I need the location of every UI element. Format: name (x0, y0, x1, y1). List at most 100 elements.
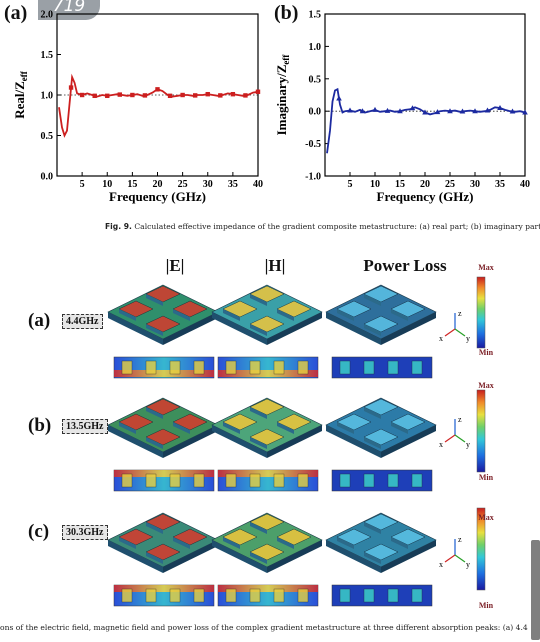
field-map-block-side (250, 407, 267, 419)
series-marker (192, 93, 198, 98)
scrollbar-thumb[interactable] (531, 540, 540, 640)
series-marker (472, 108, 478, 114)
row-a-scale-max: Max (478, 263, 494, 272)
x-tick-label: 5 (80, 179, 85, 190)
series-marker (92, 93, 97, 99)
y-tick-label: -1.0 (305, 172, 321, 183)
cross-section-pillar (363, 360, 375, 375)
cross-section-pillar (273, 360, 285, 375)
panel-a-letter: (a) (4, 2, 28, 24)
axis-z-label: z (458, 535, 462, 544)
x-tick-label: 5 (348, 179, 353, 190)
cross-section-pillar (297, 473, 309, 488)
cross-section-pillar (339, 588, 351, 603)
cross-section-pillar (411, 588, 423, 603)
cross-section-pillar (121, 360, 133, 375)
field-map-slab-side (212, 540, 267, 573)
cross-section-pillar (363, 473, 375, 488)
cross-section-pillar (297, 588, 309, 603)
x-tick-label: 20 (153, 179, 163, 190)
series-marker (130, 92, 135, 98)
row-c-letter: (c) (28, 521, 50, 542)
cross-section-pillar (387, 473, 399, 488)
series-marker (68, 85, 74, 90)
cross-section-pillar (121, 473, 133, 488)
chart-imaginary-zeff: -1.0 -0.5 0.0 0.5 1.0 1.5 5 10 15 20 25 30 35 40 Frequ… (274, 10, 530, 205)
field-map-block-side (337, 309, 354, 321)
field-map-block-side (277, 309, 294, 321)
y-tick-label: 2.0 (41, 10, 54, 21)
row-c-scale-min: Min (478, 601, 494, 610)
series-marker (447, 108, 453, 114)
cross-section-pillar (249, 473, 261, 488)
field-map-block-side (119, 422, 136, 434)
cross-section-pillar (273, 588, 285, 603)
y-tick-label: 0.5 (309, 74, 322, 85)
axis-y-label: y (466, 440, 470, 449)
field-map-slab-side (163, 312, 218, 345)
field-map-slab-side (267, 540, 322, 573)
field-map-slab-side (326, 540, 381, 573)
fig9-caption-label: Fig. 9. (105, 222, 132, 231)
field-map-block-side (173, 309, 190, 321)
series-marker (484, 107, 491, 113)
series-marker (459, 108, 466, 114)
field-map-slab-side (326, 312, 381, 345)
series-marker (509, 108, 516, 114)
cross-section-pillar (145, 588, 157, 603)
y-axis-label: Imaginary/Zeff (274, 54, 291, 136)
series-marker (422, 109, 428, 115)
y-tick-label: -0.5 (305, 139, 321, 150)
color-scale-bar (476, 507, 486, 591)
color-scale-bar (476, 276, 486, 349)
field-map-block-side (119, 537, 136, 549)
series-marker (336, 95, 342, 101)
cross-section-pillar (169, 588, 181, 603)
field-map-block-side (391, 422, 408, 434)
field-map-slab-side (381, 425, 436, 458)
field-map-block-side (364, 294, 381, 306)
y-tick-label: 0.5 (41, 131, 54, 142)
series-marker (218, 93, 223, 98)
cross-section-strip (331, 469, 433, 492)
cross-section-pillar (193, 588, 205, 603)
cross-section-pillar (411, 360, 423, 375)
field-map-block-side (250, 324, 267, 336)
field-map-slab-side (212, 312, 267, 345)
cross-section-pillar (145, 360, 157, 375)
x-tick-label: 35 (228, 179, 238, 190)
field-map-block-side (250, 552, 267, 564)
series-marker (180, 92, 185, 98)
series-marker (205, 91, 210, 97)
cross-section-pillar (249, 588, 261, 603)
fig9-caption: Fig. 9. Calculated effective impedance o… (105, 222, 540, 231)
field-map-block-side (146, 324, 163, 336)
field-map-block-side (223, 309, 240, 321)
page-number-tag: 719 (38, 0, 100, 20)
x-axis-label: Frequency (GHz) (109, 189, 206, 204)
series-marker (347, 107, 353, 113)
axis-z-label: z (458, 415, 462, 424)
x-tick-label: 30 (470, 179, 480, 190)
row-a-frequency: 4.4GHz (62, 314, 103, 329)
cross-section-pillar (121, 588, 133, 603)
cross-section-pillar (339, 360, 351, 375)
cross-section-strip (331, 584, 433, 607)
row-b-scale-min: Min (478, 473, 494, 482)
row-b-frequency: 13.5GHz (62, 419, 108, 434)
series-marker (167, 93, 173, 99)
field-map-block-side (223, 537, 240, 549)
series-marker (359, 108, 366, 114)
cross-section-pillar (339, 473, 351, 488)
field-map-block-side (146, 294, 163, 306)
axis-y-line (454, 554, 466, 563)
column-header-power-loss: Power Loss (363, 256, 447, 275)
column-header-e: |E| (165, 256, 185, 275)
axis-x-label: x (439, 334, 443, 343)
series-marker (155, 87, 160, 92)
cross-section-band (114, 470, 214, 477)
field-map-block-side (250, 437, 267, 449)
field-map-block-side (337, 537, 354, 549)
axis-x-label: x (439, 440, 443, 449)
x-tick-label: 40 (253, 179, 263, 190)
